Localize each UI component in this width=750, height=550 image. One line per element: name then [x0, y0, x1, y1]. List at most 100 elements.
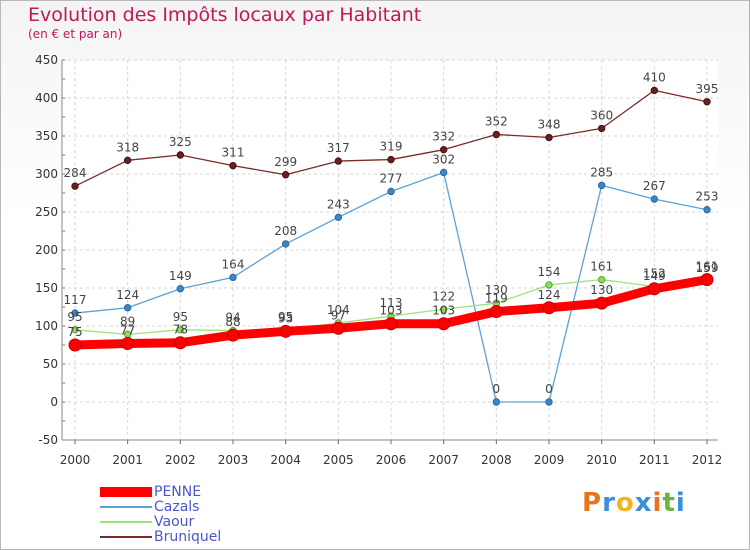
legend-swatch [100, 486, 152, 497]
data-label-penne: 149 [643, 269, 666, 283]
y-tick-label: 350 [35, 129, 58, 143]
data-label-penne: 75 [67, 325, 82, 339]
y-tick-label: 150 [35, 281, 58, 295]
data-point-cazals [492, 398, 501, 406]
data-point-penne [279, 324, 293, 338]
data-point-penne [437, 317, 451, 331]
data-label-penne: 78 [173, 323, 188, 337]
data-label-vaour: 95 [278, 310, 293, 324]
data-label-bruniquel: 395 [696, 82, 719, 96]
data-label-bruniquel: 318 [116, 140, 139, 154]
data-label-vaour: 94 [225, 311, 240, 325]
data-label-vaour: 154 [538, 265, 561, 279]
x-tick-label: 2008 [481, 453, 512, 467]
data-label-cazals: 0 [493, 382, 501, 396]
data-point-cazals [334, 213, 343, 222]
data-label-cazals: 149 [169, 269, 192, 283]
data-label-cazals: 243 [327, 197, 350, 211]
data-label-vaour: 130 [485, 283, 508, 297]
y-tick-label: -50 [38, 433, 58, 447]
data-label-bruniquel: 410 [643, 70, 666, 84]
data-label-penne: 124 [538, 288, 561, 302]
data-label-penne: 130 [590, 283, 613, 297]
data-point-vaour [439, 305, 448, 313]
data-label-vaour: 159 [696, 261, 719, 275]
y-tick-label: 400 [35, 91, 58, 105]
data-point-bruniquel [176, 151, 185, 159]
data-point-cazals [281, 240, 290, 248]
data-point-penne [489, 305, 503, 319]
data-label-cazals: 277 [380, 171, 403, 185]
data-label-bruniquel: 284 [64, 166, 87, 180]
data-label-penne: 103 [432, 304, 455, 318]
data-point-bruniquel [387, 155, 395, 164]
data-label-vaour: 95 [173, 310, 188, 324]
data-label-cazals: 302 [432, 152, 455, 166]
data-point-cazals [229, 273, 237, 282]
chart-title: Evolution des Impôts locaux par Habitant [28, 4, 422, 26]
logo-letter: P [582, 488, 603, 518]
x-tick-label: 2000 [60, 453, 91, 467]
data-label-cazals: 267 [643, 179, 666, 193]
data-point-vaour [545, 281, 553, 289]
data-point-cazals [71, 309, 79, 317]
logo-letter: i [652, 488, 663, 518]
data-label-vaour: 104 [327, 303, 350, 317]
legend-item-penne: PENNE [100, 484, 221, 500]
x-tick-label: 2012 [692, 453, 723, 467]
legend-swatch [100, 505, 152, 508]
data-label-bruniquel: 299 [274, 155, 297, 169]
data-label-cazals: 285 [590, 165, 613, 179]
x-tick-label: 2010 [586, 453, 617, 467]
y-tick-label: 200 [35, 243, 58, 257]
data-label-vaour: 95 [67, 310, 82, 324]
data-label-cazals: 0 [545, 382, 553, 396]
logo-letter: x [634, 488, 653, 518]
data-label-penne: 161 [696, 260, 719, 274]
data-label-cazals: 164 [222, 257, 245, 271]
x-tick-label: 2003 [218, 453, 249, 467]
logo-letter: o [615, 488, 635, 518]
legend-label: Cazals [154, 498, 200, 515]
logo-letter: i [675, 488, 686, 518]
data-point-bruniquel [281, 171, 290, 179]
data-point-penne [595, 296, 609, 310]
logo-letter: r [602, 488, 616, 518]
data-point-cazals [387, 187, 395, 196]
data-label-cazals: 208 [274, 224, 297, 238]
data-label-bruniquel: 348 [538, 118, 561, 132]
legend-item-bruniquel: Bruniquel [100, 529, 221, 545]
data-label-penne: 103 [380, 304, 403, 318]
data-point-penne [700, 273, 714, 287]
data-point-cazals [123, 304, 132, 312]
data-point-cazals [703, 206, 711, 214]
data-label-penne: 97 [331, 308, 346, 322]
data-label-cazals: 253 [696, 190, 719, 204]
data-label-penne: 93 [278, 311, 293, 325]
data-point-bruniquel [545, 133, 553, 142]
data-point-bruniquel [703, 98, 711, 106]
data-point-bruniquel [229, 161, 237, 170]
data-point-penne [331, 321, 345, 335]
x-tick-label: 2006 [376, 453, 407, 467]
data-label-penne: 119 [485, 292, 508, 306]
data-point-penne [68, 338, 82, 352]
data-point-penne [121, 336, 135, 350]
x-tick-label: 2007 [428, 453, 459, 467]
x-tick-label: 2009 [534, 453, 565, 467]
legend-item-cazals: Cazals [100, 498, 221, 515]
data-point-bruniquel [492, 130, 501, 139]
data-point-bruniquel [439, 145, 448, 154]
data-point-penne [226, 328, 240, 342]
data-label-penne: 77 [120, 323, 135, 337]
data-label-vaour: 89 [120, 314, 135, 328]
data-label-vaour: 161 [590, 260, 613, 274]
y-tick-label: 300 [35, 167, 58, 181]
data-label-bruniquel: 360 [590, 108, 613, 122]
data-point-penne [542, 301, 556, 315]
data-point-cazals [545, 398, 553, 406]
y-tick-label: 0 [50, 395, 58, 409]
data-label-bruniquel: 352 [485, 114, 508, 128]
data-point-penne [173, 336, 187, 350]
